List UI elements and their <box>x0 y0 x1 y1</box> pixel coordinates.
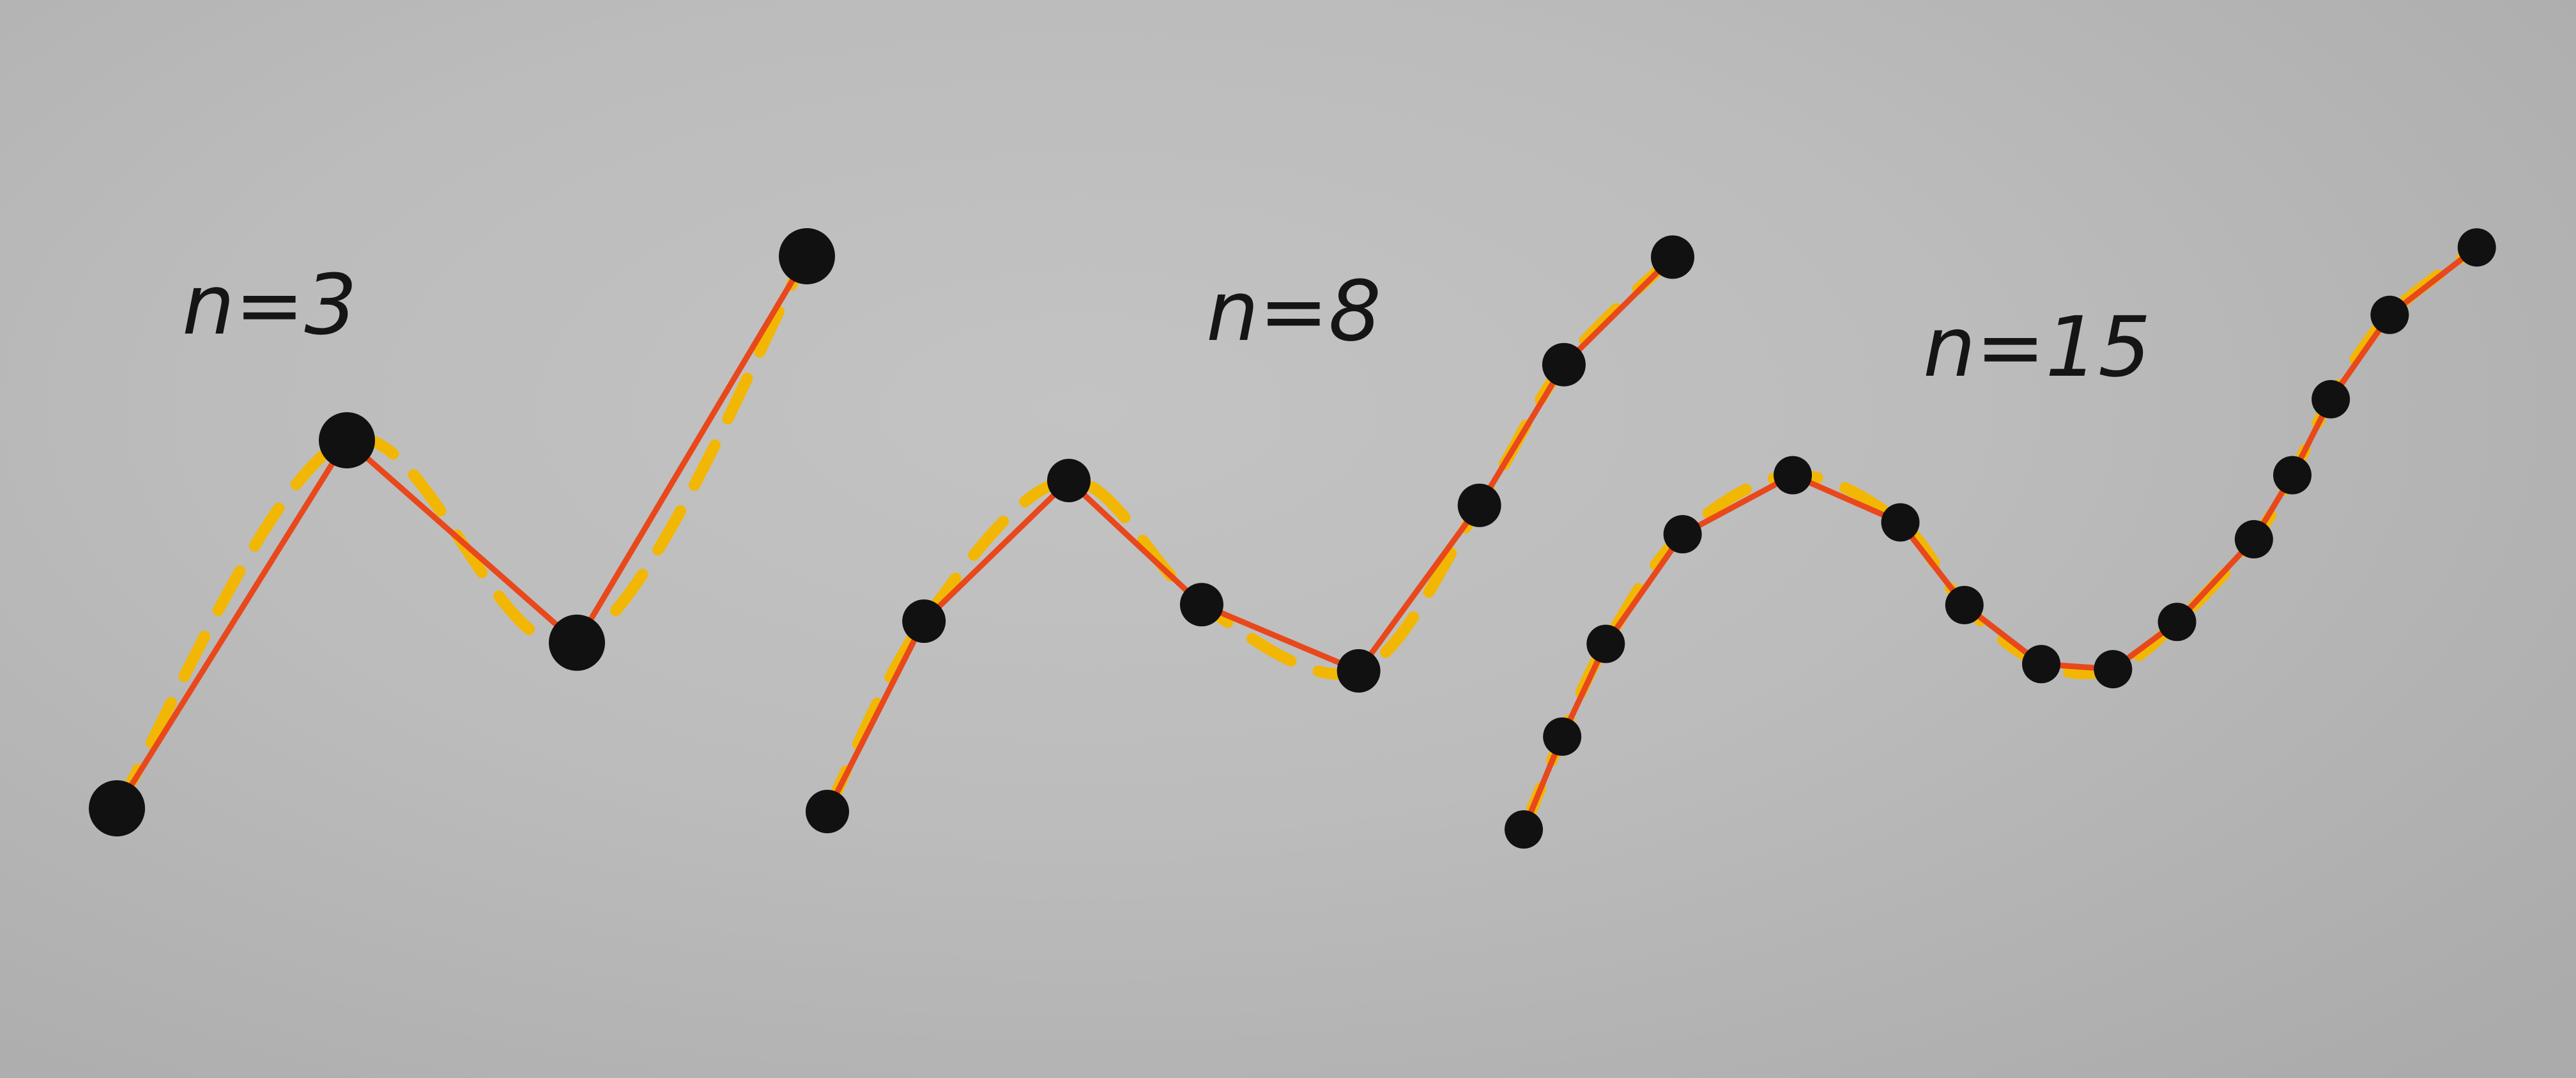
polyline <box>114 253 810 812</box>
sample-point <box>779 228 835 284</box>
sample-point <box>2094 650 2133 689</box>
sample-point <box>1047 459 1091 502</box>
sample-point <box>1945 585 1984 624</box>
polyline <box>824 254 1676 815</box>
sample-point <box>89 780 145 836</box>
sample-point <box>1542 343 1586 387</box>
sample-points <box>89 228 835 836</box>
sample-point <box>2234 520 2273 558</box>
sample-point <box>1179 583 1223 627</box>
sample-point <box>549 614 605 671</box>
sample-point <box>1457 483 1501 527</box>
sample-point <box>806 790 849 833</box>
sample-point <box>1651 235 1694 279</box>
sample-points <box>806 235 1694 833</box>
sample-point <box>1663 515 1702 553</box>
sample-point <box>2312 380 2350 419</box>
panel-label: n=15 <box>1923 298 2151 396</box>
sample-point <box>2370 295 2409 334</box>
sample-point <box>1586 624 1625 663</box>
sample-point <box>2022 645 2061 684</box>
panel-n15: n=15 <box>1505 228 2496 849</box>
sample-point <box>1881 503 1920 542</box>
sample-point <box>2273 456 2312 495</box>
panel-n3: n=3 <box>89 228 835 836</box>
sample-point <box>1774 456 1813 495</box>
sample-point <box>1543 717 1582 756</box>
sample-point <box>2457 228 2496 267</box>
sample-point <box>1337 649 1381 693</box>
panel-label: n=8 <box>1206 263 1381 360</box>
sample-point <box>319 412 375 468</box>
sample-points <box>1505 228 2496 849</box>
panel-n8: n=8 <box>806 235 1694 833</box>
sample-point <box>902 599 946 643</box>
sample-point <box>2158 603 2196 642</box>
panel-label: n=3 <box>182 256 357 353</box>
sample-point <box>1505 810 1543 849</box>
